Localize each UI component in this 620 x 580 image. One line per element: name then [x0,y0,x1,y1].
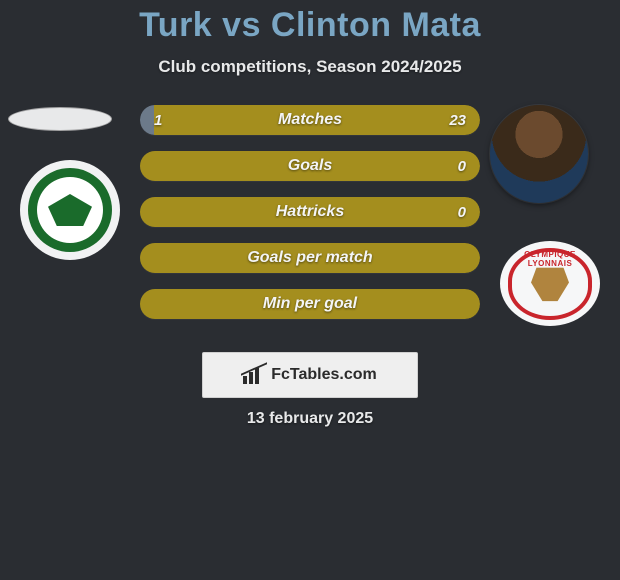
page-title: Turk vs Clinton Mata [0,0,620,45]
player-left-avatar [8,107,112,131]
stat-label: Goals per match [140,243,480,273]
stat-row: Goals0 [140,151,480,181]
comparison-card: Turk vs Clinton Mata Club competitions, … [0,0,620,580]
branding-text: FcTables.com [271,366,377,384]
stat-row: Min per goal [140,289,480,319]
snapshot-date: 13 february 2025 [0,410,620,428]
stat-label: Min per goal [140,289,480,319]
stat-row: Matches1 23 [140,105,480,135]
stat-value-right: 23 [449,105,466,135]
player-right-club-badge: OLYMPIQUELYONNAIS [500,241,600,326]
comparison-body: OLYMPIQUELYONNAIS Matches123Goals0Hattri… [0,105,620,341]
stat-label: Matches [140,105,480,135]
stat-value-left: 1 [154,105,162,135]
stat-bars: Matches123Goals0Hattricks0Goals per matc… [140,105,480,335]
chart-icon [243,366,265,384]
lyon-badge-icon: OLYMPIQUELYONNAIS [508,248,592,320]
branding-badge: FcTables.com [202,352,418,398]
stat-row: Hattricks0 [140,197,480,227]
stat-row: Goals per match [140,243,480,273]
player-left-club-badge [20,160,120,260]
stat-label: Goals [140,151,480,181]
stat-value-right: 0 [458,197,466,227]
stat-label: Hattricks [140,197,480,227]
player-right-avatar [490,105,588,203]
ludogorets-badge-icon [28,168,112,252]
stat-value-right: 0 [458,151,466,181]
subtitle: Club competitions, Season 2024/2025 [0,57,620,77]
